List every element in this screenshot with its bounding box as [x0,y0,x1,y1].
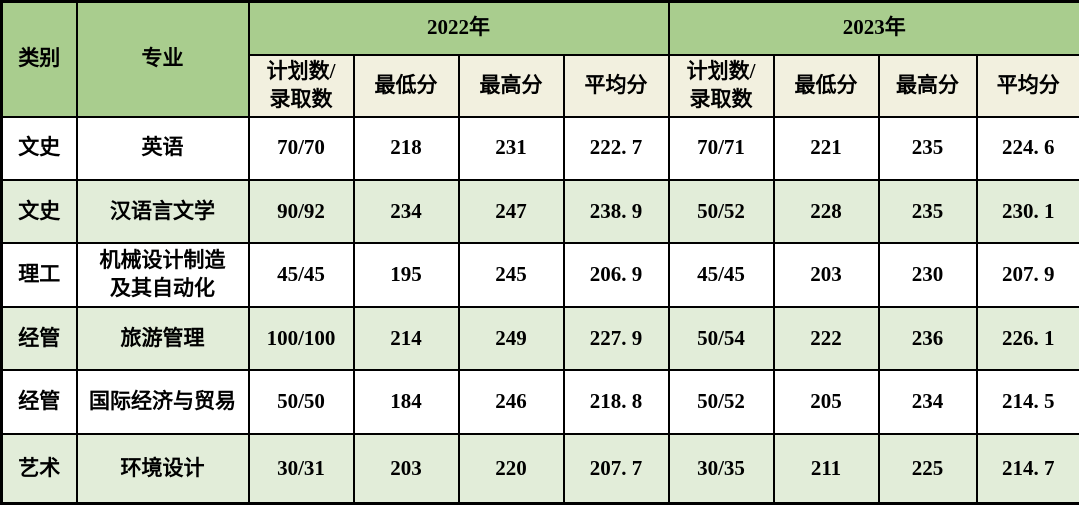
plan-admit-cell: 70/71 [667,115,775,181]
avg-score-cell: 218. 8 [562,369,670,435]
avg-score-cell: 227. 9 [562,305,670,372]
max-score-cell: 234 [877,369,978,435]
min-score-cell: 195 [352,242,460,308]
min-score-cell: 234 [352,178,460,245]
category-cell: 经管 [0,305,78,372]
category-cell: 艺术 [0,432,78,505]
category-cell: 文史 [0,178,78,245]
table-row: 理工 机械设计制造 及其自动化 45/45 195 245 206. 9 45/… [0,242,1079,308]
max-score-cell: 235 [877,115,978,181]
max-score-cell: 246 [457,369,565,435]
plan-admit-cell: 45/45 [667,242,775,308]
plan-admit-cell: 50/54 [667,305,775,372]
plan-admit-cell: 30/35 [667,432,775,505]
major-cell: 国际经济与贸易 [75,369,250,435]
header-year-2023: 2023年 [667,0,1079,56]
plan-admit-cell: 100/100 [247,305,355,372]
plan-admit-cell: 50/50 [247,369,355,435]
min-score-cell: 203 [352,432,460,505]
category-cell: 文史 [0,115,78,181]
min-score-cell: 228 [772,178,880,245]
avg-score-cell: 238. 9 [562,178,670,245]
plan-admit-cell: 30/31 [247,432,355,505]
avg-score-cell: 222. 7 [562,115,670,181]
subheader-avg-score-2023: 平均分 [975,53,1079,118]
subheader-max-score-2022: 最高分 [457,53,565,118]
avg-score-cell: 207. 7 [562,432,670,505]
plan-admit-cell: 50/52 [667,178,775,245]
category-cell: 理工 [0,242,78,308]
plan-admit-cell: 45/45 [247,242,355,308]
min-score-cell: 214 [352,305,460,372]
max-score-cell: 225 [877,432,978,505]
max-score-cell: 245 [457,242,565,308]
avg-score-cell: 214. 7 [975,432,1079,505]
header-category: 类别 [0,0,78,118]
header-major: 专业 [75,0,250,118]
major-cell: 环境设计 [75,432,250,505]
avg-score-cell: 206. 9 [562,242,670,308]
header-year-2022: 2022年 [247,0,670,56]
max-score-cell: 231 [457,115,565,181]
subheader-avg-score-2022: 平均分 [562,53,670,118]
table-row: 文史 英语 70/70 218 231 222. 7 70/71 221 235… [0,115,1079,181]
max-score-cell: 236 [877,305,978,372]
min-score-cell: 205 [772,369,880,435]
max-score-cell: 235 [877,178,978,245]
min-score-cell: 222 [772,305,880,372]
subheader-plan-admit-2023: 计划数/ 录取数 [667,53,775,118]
max-score-cell: 220 [457,432,565,505]
table-row: 经管 国际经济与贸易 50/50 184 246 218. 8 50/52 20… [0,369,1079,435]
max-score-cell: 247 [457,178,565,245]
subheader-min-score-2023: 最低分 [772,53,880,118]
avg-score-cell: 224. 6 [975,115,1079,181]
table-row: 文史 汉语言文学 90/92 234 247 238. 9 50/52 228 … [0,178,1079,245]
avg-score-cell: 226. 1 [975,305,1079,372]
min-score-cell: 184 [352,369,460,435]
major-cell: 旅游管理 [75,305,250,372]
plan-admit-cell: 70/70 [247,115,355,181]
major-cell: 汉语言文学 [75,178,250,245]
avg-score-cell: 230. 1 [975,178,1079,245]
subheader-plan-admit-2022: 计划数/ 录取数 [247,53,355,118]
subheader-min-score-2022: 最低分 [352,53,460,118]
category-cell: 经管 [0,369,78,435]
min-score-cell: 221 [772,115,880,181]
avg-score-cell: 214. 5 [975,369,1079,435]
plan-admit-cell: 90/92 [247,178,355,245]
major-cell: 英语 [75,115,250,181]
min-score-cell: 203 [772,242,880,308]
table-row: 经管 旅游管理 100/100 214 249 227. 9 50/54 222… [0,305,1079,372]
max-score-cell: 249 [457,305,565,372]
major-cell: 机械设计制造 及其自动化 [75,242,250,308]
avg-score-cell: 207. 9 [975,242,1079,308]
subheader-max-score-2023: 最高分 [877,53,978,118]
max-score-cell: 230 [877,242,978,308]
min-score-cell: 211 [772,432,880,505]
min-score-cell: 218 [352,115,460,181]
plan-admit-cell: 50/52 [667,369,775,435]
table-row: 艺术 环境设计 30/31 203 220 207. 7 30/35 211 2… [0,432,1079,505]
